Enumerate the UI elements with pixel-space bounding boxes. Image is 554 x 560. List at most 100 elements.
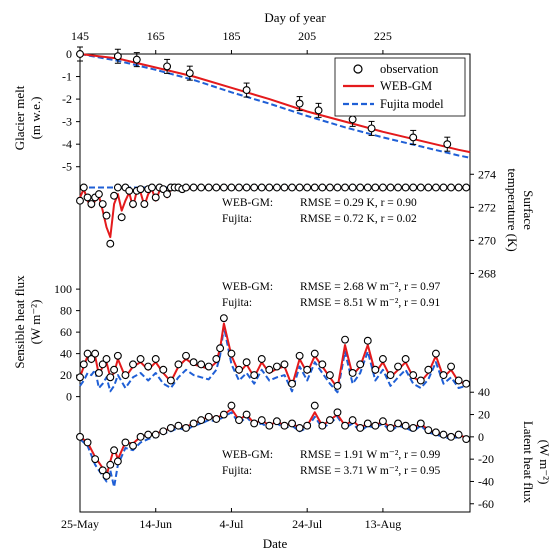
surface-obs-point bbox=[371, 183, 380, 192]
sensible-stat-webgm: RMSE = 2.68 W m⁻², r = 0.97 bbox=[300, 281, 441, 293]
top-tick-label: 165 bbox=[147, 29, 165, 43]
latent-obs-point bbox=[341, 421, 349, 430]
sensible-obs-point bbox=[325, 371, 334, 380]
sensible-obs-point bbox=[204, 362, 213, 371]
melt-obs-point bbox=[185, 69, 194, 78]
latent-ylabel-2: (W m⁻²) bbox=[537, 440, 552, 485]
latent-ytick-label: 0 bbox=[478, 430, 484, 444]
surface-obs-point bbox=[204, 183, 213, 192]
sensible-ytick-label: 40 bbox=[60, 347, 72, 361]
sensible-obs-point bbox=[227, 349, 236, 358]
latent-obs-point bbox=[110, 446, 119, 455]
surface-obs-point bbox=[295, 183, 304, 192]
sensible-stat-fujita-model: Fujita: bbox=[222, 297, 252, 309]
latent-obs-point bbox=[363, 419, 372, 428]
sensible-stats: WEB-GM: RMSE = 2.68 W m⁻², r = 0.97 Fuji… bbox=[222, 281, 441, 309]
surface-obs-point bbox=[265, 183, 274, 192]
top-tick-label: 185 bbox=[222, 29, 240, 43]
legend-observation: observation bbox=[380, 62, 439, 76]
surface-ytick-label: 268 bbox=[478, 266, 496, 280]
surface-stats: WEB-GM: RMSE = 0.29 K, r = 0.90 Fujita: … bbox=[222, 197, 417, 225]
surface-obs-point bbox=[394, 183, 403, 192]
latent-obs-point bbox=[401, 421, 410, 430]
latent-obs-point bbox=[265, 421, 274, 430]
glacier-melt-panel: 0 -1 -2 -3 -4 -5 bbox=[62, 46, 471, 174]
surface-obs-point bbox=[272, 183, 281, 192]
sensible-obs-point bbox=[454, 376, 463, 385]
surface-obs-point bbox=[113, 183, 122, 192]
sensible-obs-point bbox=[102, 355, 111, 363]
sensible-obs-point bbox=[91, 349, 100, 358]
latent-obs-point bbox=[204, 412, 213, 421]
latent-obs-point bbox=[272, 417, 281, 426]
surface-obs-point bbox=[431, 183, 440, 192]
legend-fujita: Fujita model bbox=[380, 97, 444, 111]
latent-obs-point bbox=[106, 460, 115, 469]
sensible-obs-point bbox=[106, 373, 115, 382]
surface-obs-point bbox=[147, 183, 156, 192]
surface-obs-point bbox=[439, 183, 448, 192]
surface-obs-point bbox=[98, 200, 107, 208]
sensible-obs-point bbox=[341, 335, 349, 344]
surface-obs-point bbox=[83, 193, 92, 202]
top-axis-label: Day of year bbox=[264, 10, 326, 25]
latent-obs-point bbox=[447, 432, 456, 441]
surface-stat-fujita-model: Fujita: bbox=[222, 213, 252, 225]
latent-obs-point bbox=[174, 421, 183, 430]
latent-obs-point bbox=[325, 416, 334, 425]
surface-obs-point bbox=[462, 183, 471, 192]
sensible-stat-fujita: RMSE = 8.51 W m⁻², r = 0.91 bbox=[300, 297, 441, 309]
latent-obs-point bbox=[462, 435, 471, 444]
legend-webgm: WEB-GM bbox=[380, 79, 432, 93]
sensible-obs-point bbox=[98, 360, 107, 369]
sensible-obs-point bbox=[363, 336, 372, 345]
latent-obs-point bbox=[159, 427, 168, 436]
latent-obs-point bbox=[242, 410, 251, 419]
latent-obs-point bbox=[98, 466, 107, 475]
sensible-obs-point bbox=[272, 362, 281, 371]
latent-obs-point bbox=[409, 423, 418, 432]
sensible-obs-point bbox=[212, 355, 221, 363]
surface-obs-point bbox=[341, 183, 349, 192]
melt-ytick-label: -5 bbox=[62, 160, 72, 174]
latent-ytick-label: -60 bbox=[478, 497, 494, 511]
surface-obs-point bbox=[129, 200, 137, 208]
latent-stat-fujita-model: Fujita: bbox=[222, 465, 252, 477]
date-tick-label: 25-May bbox=[61, 517, 99, 531]
latent-obs-point bbox=[129, 441, 137, 450]
melt-ylabel-1: Glacier melt bbox=[12, 85, 27, 150]
melt-webgm-line bbox=[79, 53, 471, 154]
sensible-obs-point bbox=[409, 371, 418, 380]
surface-obs-point bbox=[257, 183, 266, 192]
surface-obs-point bbox=[378, 183, 387, 192]
latent-ytick-label: 20 bbox=[478, 408, 490, 422]
sensible-obs-point bbox=[447, 362, 456, 371]
melt-ytick-label: 0 bbox=[66, 47, 72, 61]
top-tick-label: 225 bbox=[374, 29, 392, 43]
surface-obs-point bbox=[212, 183, 221, 192]
sensible-obs-point bbox=[257, 355, 266, 363]
surface-obs-point bbox=[416, 183, 425, 192]
surface-obs-point bbox=[163, 190, 172, 199]
top-tick-label: 145 bbox=[71, 29, 89, 43]
sensible-obs-point bbox=[166, 376, 175, 385]
melt-ylabel-2: (m w.e.) bbox=[28, 97, 43, 140]
latent-stat-webgm: RMSE = 1.91 W m⁻², r = 0.99 bbox=[300, 449, 441, 461]
surface-obs-point bbox=[386, 183, 395, 192]
surface-obs-point bbox=[79, 183, 88, 192]
surface-ytick-label: 274 bbox=[478, 167, 496, 181]
melt-obs-point bbox=[367, 124, 376, 133]
latent-obs-point bbox=[356, 423, 365, 432]
sensible-ytick-label: 0 bbox=[66, 390, 72, 404]
surface-ylabel-2: temperature (K) bbox=[505, 168, 520, 251]
sensible-stat-webgm-model: WEB-GM: bbox=[222, 281, 273, 293]
sensible-obs-point bbox=[113, 351, 122, 360]
legend-observation-marker bbox=[353, 64, 363, 74]
latent-obs-point bbox=[280, 421, 289, 430]
sensible-obs-point bbox=[129, 360, 137, 369]
latent-obs-point bbox=[333, 408, 342, 417]
sensible-obs-point bbox=[83, 349, 92, 358]
sensible-obs-point bbox=[356, 360, 365, 369]
melt-ytick-label: -3 bbox=[62, 115, 72, 129]
surface-obs-point bbox=[94, 190, 103, 199]
